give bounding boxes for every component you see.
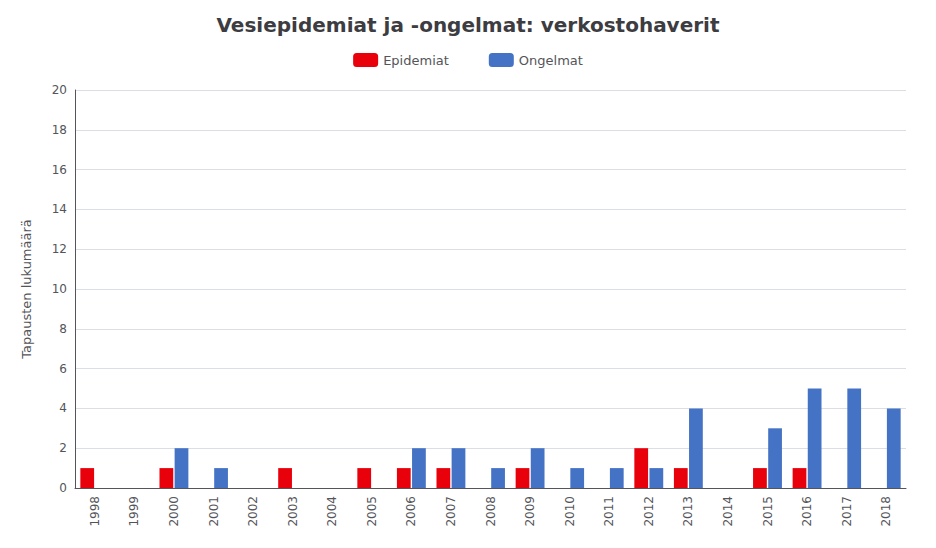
svg-text:2016: 2016	[800, 496, 814, 527]
svg-text:2006: 2006	[404, 496, 418, 527]
svg-text:2003: 2003	[286, 496, 300, 527]
svg-text:2009: 2009	[523, 496, 537, 527]
svg-text:2002: 2002	[246, 496, 260, 527]
svg-text:2018: 2018	[879, 496, 893, 527]
svg-text:2014: 2014	[721, 496, 735, 527]
svg-text:2011: 2011	[602, 496, 616, 527]
svg-text:2008: 2008	[484, 496, 498, 527]
svg-text:2010: 2010	[563, 496, 577, 527]
svg-text:Vesiepidemiat ja -ongelmat: ve: Vesiepidemiat ja -ongelmat: verkostohave…	[216, 13, 719, 37]
svg-text:Tapausten lukumäärä: Tapausten lukumäärä	[19, 219, 34, 360]
svg-text:14: 14	[52, 202, 67, 216]
svg-text:2001: 2001	[207, 496, 221, 527]
svg-text:20: 20	[52, 83, 67, 97]
svg-text:16: 16	[52, 163, 67, 177]
svg-text:6: 6	[59, 362, 67, 376]
svg-text:12: 12	[52, 242, 67, 256]
svg-text:1998: 1998	[88, 496, 102, 527]
svg-text:2015: 2015	[761, 496, 775, 527]
svg-text:2005: 2005	[365, 496, 379, 527]
svg-text:0: 0	[59, 481, 67, 495]
svg-text:4: 4	[59, 401, 67, 415]
svg-text:Ongelmat: Ongelmat	[519, 53, 583, 68]
svg-text:2013: 2013	[681, 496, 695, 527]
svg-text:10: 10	[52, 282, 67, 296]
svg-text:8: 8	[59, 322, 67, 336]
svg-text:2007: 2007	[444, 496, 458, 527]
svg-text:2012: 2012	[642, 496, 656, 527]
svg-text:18: 18	[52, 123, 67, 137]
svg-text:Epidemiat: Epidemiat	[383, 53, 449, 68]
svg-text:2004: 2004	[325, 496, 339, 527]
svg-text:2: 2	[59, 441, 67, 455]
svg-text:1999: 1999	[127, 496, 141, 527]
svg-text:2017: 2017	[840, 496, 854, 527]
svg-text:2000: 2000	[167, 496, 181, 527]
